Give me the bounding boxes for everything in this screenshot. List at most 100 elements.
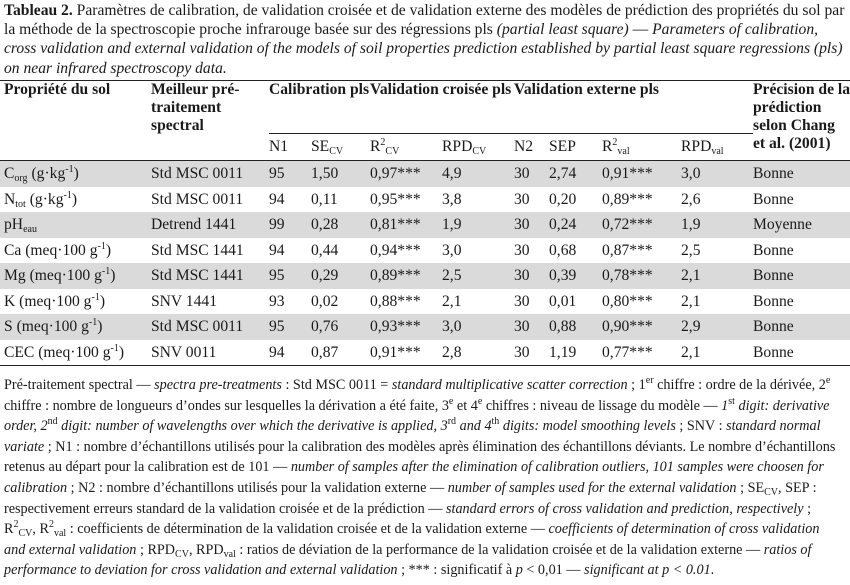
cell-n2: 30 [514,263,549,289]
cell-n1: 94 [269,241,285,259]
cell-r2cv: 0,94*** [370,241,421,259]
table-row: S (meq·100 g-1) Std MSC 0011 95 0,76 0,93***… [0,314,850,340]
note-text: ; SE [736,479,765,496]
note-italic: and 4 [456,418,492,435]
cell-n1: 93 [269,292,285,310]
prop-main: C [4,165,15,182]
note-italic: p [515,562,523,579]
cell-rpdval: 2,1 [681,292,701,310]
note-sup: e [825,375,831,386]
cell-rpdcv: 3,8 [442,190,462,208]
cell-se: 0,29 [311,263,370,289]
cell-rpdval: 1,9 [681,212,753,238]
prop-sub: eau [23,224,37,235]
cell-propriete: Mg (meq·100 g-1) [0,263,151,289]
cell-rpdcv: 1,9 [442,212,514,238]
cell-n1: 95 [269,160,311,187]
caption-text-fr: Paramètres de calibration, de validation… [4,2,845,39]
cell-rpdcv: 3,0 [442,314,514,340]
r2cv-sub: CV [385,146,400,157]
prop-sup: -1 [110,342,119,354]
cell-r2val: 0,89*** [602,190,653,208]
prop-main: CEC [4,343,35,361]
cell-rpdval: 2,6 [681,190,701,208]
note-text: : ratios de déviation de la performance … [235,541,764,558]
prop-close: ) [71,190,78,208]
header-rpd-val: RPDval [681,134,753,161]
header-n1: N1 [269,138,289,155]
note-text: , R [32,521,49,538]
note-italic: < 0.01 [669,562,711,579]
r2val-label: R [602,138,613,155]
cell-se: 0,02 [311,292,339,310]
cell-n2: 30 [514,160,549,187]
header-n2: N2 [514,138,534,155]
note-text: : coefficients de détermination de la va… [66,521,549,538]
cell-propriete: Ca (meq·100 g-1) [0,238,151,264]
cell-prec: Bonne [753,314,850,340]
table-caption: Tableau 2. Paramètres de calibration, de… [4,1,846,78]
cell-se: 1,50 [311,160,370,187]
cell-sep: 0,24 [549,212,602,238]
table-row: Ca (meq·100 g-1) Std MSC 1441 94 0,44 0,94**… [0,238,850,264]
prop-main: S [4,318,13,335]
note-text: ; 1 [627,377,646,393]
cell-sep: 1,19 [549,343,577,361]
cell-prec: Bonne [753,190,794,208]
cell-r2cv: 0,88*** [370,292,421,310]
prop-sup: -1 [63,189,72,201]
prop-close: ) [99,292,106,310]
cell-rpdcv: 2,8 [442,343,462,361]
cell-n2: 30 [514,212,549,238]
note-sub: val [223,548,236,560]
caption-label: Tableau 2. [4,2,73,19]
cell-rpdcv: 2,1 [442,292,462,310]
note-italic: spectra pre-treatments [154,377,282,393]
cell-r2cv: 0,97*** [370,160,442,187]
cell-pre: Std MSC 0011 [151,190,244,208]
prop-close: ) [97,318,103,335]
prop-close: ) [105,241,112,259]
cell-rpdval: 2,9 [681,314,753,340]
cell-sep: 0,01 [549,292,577,310]
header-precision: Précision de la prédiction selon Chang e… [753,81,850,152]
table-row: K (meq·100 g-1) SNV 1441 93 0,02 0,88*** 2,1 3… [0,289,850,315]
header-pretraitement: Meilleur pré-traitement spectral [151,81,240,134]
se-sub: CV [329,146,344,157]
cell-n2: 30 [514,241,530,259]
note-text: ; *** : significatif à [397,562,516,579]
cell-rpdval: 2,5 [681,241,701,259]
note-sup: e [448,395,454,407]
prop-unit: (meq·100 g [15,292,92,310]
cell-r2cv: 0,81*** [370,212,442,238]
cell-pre: Detrend 1441 [151,212,269,238]
header-validation-externe: Validation externe pls [514,80,753,134]
header-sep: SEP [549,138,576,155]
note-text: ; SNV : [675,418,727,435]
cell-se: 0,44 [311,241,339,259]
note-text: Pré-traitement spectral — [4,377,155,393]
prop-sup: -1 [65,164,74,175]
note-sup: st [728,395,735,407]
header-r2-val: R2val [602,134,681,161]
caption-text-en: Parameters of calibration, cross validat… [4,21,843,77]
header-propriete: Propriété du sol [4,81,111,98]
caption-pls-paren: (partial least square) [496,21,629,39]
note-sub: CV [18,528,33,540]
note-sub: val [53,528,67,540]
rpdval-sub: val [711,146,724,157]
header-row: Propriété du sol Meilleur pré-traitement… [0,80,850,152]
header-calibration: Calibration pls [269,80,370,134]
cell-prec: Bonne [753,241,794,259]
note-italic: standard normal variate [4,418,821,455]
rpdcv-label: RPD [442,138,473,155]
cell-r2val: 0,80*** [602,292,653,310]
cell-propriete: Ntot (g·kg-1) [0,187,151,213]
table-row: Mg (meq·100 g-1) Std MSC 1441 95 0,29 0,89**… [0,263,850,289]
note-sub: CV [175,548,189,560]
note-sup: e [477,395,483,407]
note-text: ; RPD [136,541,176,558]
note-text: , SEP : respectivement erreurs standard … [4,479,817,517]
cell-pre: Std MSC 1441 [151,263,269,289]
cell-r2val: 0,87*** [602,241,653,259]
